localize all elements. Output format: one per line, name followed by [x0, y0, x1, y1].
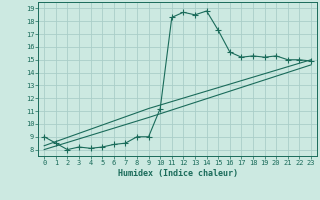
X-axis label: Humidex (Indice chaleur): Humidex (Indice chaleur)	[118, 169, 238, 178]
